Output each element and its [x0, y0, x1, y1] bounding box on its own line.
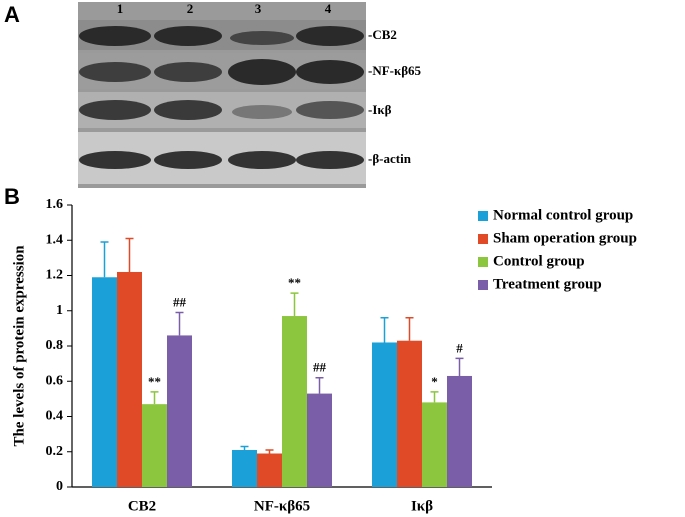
legend-swatch — [478, 234, 488, 244]
lane-label: 3 — [255, 1, 262, 16]
y-axis-title: The levels of protein expression — [11, 245, 27, 447]
lane-label: 1 — [117, 1, 124, 16]
error-bar — [430, 391, 439, 403]
legend-label: Control group — [493, 253, 585, 269]
legend-swatch — [478, 280, 488, 290]
legend-swatch — [478, 257, 488, 267]
bar — [307, 393, 332, 487]
y-tick-label: 1.6 — [46, 197, 64, 212]
y-tick-label: 0.4 — [46, 409, 64, 424]
legend-label: Sham operation group — [493, 230, 637, 246]
bar — [447, 375, 472, 487]
blot-image — [78, 2, 366, 188]
y-tick-label: 0.6 — [46, 373, 64, 388]
significance-label: ** — [288, 275, 301, 290]
error-bar — [290, 292, 299, 317]
significance-label: ** — [148, 374, 161, 389]
legend-label: Treatment group — [493, 276, 602, 292]
error-bar — [455, 357, 464, 376]
error-bar — [100, 241, 109, 278]
legend-swatch — [478, 211, 488, 221]
bar — [372, 342, 397, 487]
bar — [232, 449, 257, 487]
error-bar — [265, 449, 274, 454]
x-tick-label: CB2 — [128, 498, 156, 514]
x-tick-label: NF-κβ65 — [254, 498, 310, 514]
bar — [397, 340, 422, 487]
band-label: -β-actin — [368, 151, 412, 166]
lane-label: 4 — [325, 1, 332, 16]
lane-label: 2 — [187, 1, 194, 16]
error-bar — [125, 237, 134, 272]
bar — [92, 277, 117, 487]
significance-label: ## — [173, 294, 187, 309]
bar — [117, 271, 142, 487]
y-tick-label: 0.8 — [46, 338, 64, 353]
panel-label: B — [4, 184, 20, 209]
x-tick-label: Iκβ — [411, 498, 433, 514]
error-bar — [405, 317, 414, 341]
band-label: -CB2 — [368, 27, 397, 42]
significance-label: * — [431, 374, 438, 389]
significance-label: # — [456, 340, 463, 355]
bar — [282, 316, 307, 487]
error-bar — [150, 391, 159, 405]
y-tick-label: 0 — [56, 479, 63, 494]
y-tick-label: 0.2 — [46, 444, 64, 459]
bar — [422, 402, 447, 487]
bar — [142, 404, 167, 487]
y-tick-label: 1 — [56, 303, 63, 318]
bar — [257, 453, 282, 487]
bar — [167, 335, 192, 487]
error-bar — [240, 445, 249, 450]
significance-label: ## — [313, 360, 327, 375]
panel-label: A — [4, 2, 20, 27]
legend-label: Normal control group — [493, 207, 633, 223]
band-label: -Iκβ — [368, 102, 392, 117]
error-bar — [175, 311, 184, 336]
y-tick-label: 1.4 — [46, 232, 64, 247]
error-bar — [380, 317, 389, 343]
error-bar — [315, 376, 324, 394]
y-tick-label: 1.2 — [46, 268, 64, 283]
band-label: -NF-κβ65 — [368, 63, 422, 78]
